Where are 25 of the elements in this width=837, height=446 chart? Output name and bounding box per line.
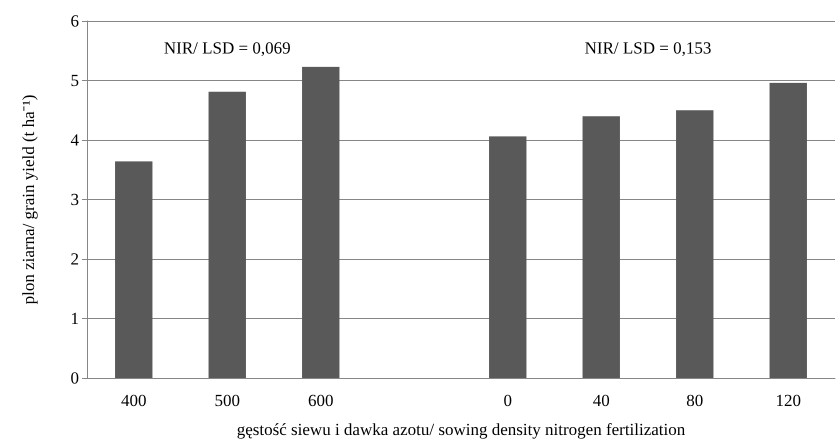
annotation: NIR/ LSD = 0,069 — [164, 38, 291, 58]
annotation: NIR/ LSD = 0,153 — [584, 38, 712, 58]
x-tick-label: 0 — [504, 391, 512, 410]
bar — [302, 66, 340, 378]
y-tick-label: 4 — [70, 130, 80, 150]
x-tick-label: 80 — [686, 391, 704, 410]
y-tick-label: 3 — [70, 190, 79, 209]
bar — [676, 110, 714, 378]
x-tick-label: 600 — [308, 391, 334, 410]
y-tick-label: 2 — [70, 250, 79, 268]
x-tick-label: 500 — [214, 391, 240, 410]
bar — [582, 116, 620, 378]
y-tick-label: 5 — [70, 71, 79, 90]
x-tick-label: 120 — [776, 391, 801, 410]
y-tick-label: 6 — [70, 12, 79, 30]
bar — [770, 82, 807, 378]
bar — [489, 136, 526, 378]
x-tick-label: 40 — [592, 391, 610, 410]
y-axis-title: plon ziarna/ grain yield (t ha⁻¹) — [19, 94, 38, 304]
y-tick-label: 1 — [70, 309, 79, 328]
bar — [208, 92, 246, 378]
bar — [115, 161, 152, 378]
x-tick-label: 400 — [121, 391, 146, 410]
x-axis-title: gęstość siewu i dawka azotu/ sowing density nitrogen fertilization — [236, 420, 686, 439]
y-tick-label: 0 — [70, 368, 79, 388]
